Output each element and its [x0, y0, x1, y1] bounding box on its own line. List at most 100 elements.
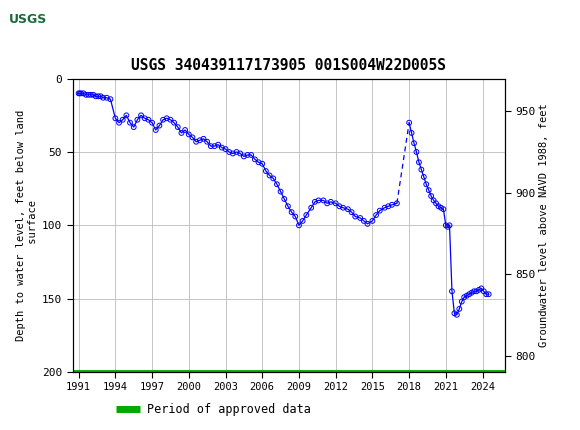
- Point: [155, 122, 164, 129]
- Point: [206, 143, 215, 150]
- Point: [89, 92, 98, 98]
- Point: [457, 298, 466, 305]
- Point: [280, 196, 289, 203]
- Point: [99, 94, 108, 101]
- Point: [343, 206, 353, 212]
- Point: [162, 115, 172, 122]
- Point: [434, 203, 443, 210]
- Point: [232, 149, 241, 156]
- Point: [81, 92, 90, 98]
- Point: [438, 206, 448, 212]
- Point: [106, 96, 115, 103]
- Point: [84, 92, 93, 98]
- Point: [217, 144, 226, 151]
- Point: [261, 168, 270, 175]
- Point: [450, 310, 459, 317]
- Point: [459, 294, 469, 301]
- Point: [144, 116, 153, 123]
- Point: [356, 215, 365, 221]
- Point: [129, 124, 139, 131]
- Point: [302, 212, 311, 218]
- Point: [114, 119, 124, 126]
- Point: [380, 204, 389, 211]
- Point: [462, 292, 472, 299]
- Point: [210, 143, 219, 150]
- Point: [151, 126, 161, 133]
- Point: [294, 222, 303, 229]
- Bar: [3, 3, 55, 37]
- Point: [477, 285, 486, 292]
- Point: [359, 218, 368, 224]
- Point: [250, 156, 259, 163]
- Point: [484, 291, 494, 298]
- Point: [310, 198, 320, 205]
- Point: [91, 93, 100, 100]
- Point: [283, 203, 292, 210]
- Point: [118, 116, 128, 123]
- Point: [404, 119, 414, 126]
- Point: [86, 92, 96, 98]
- Point: [239, 153, 248, 160]
- Point: [409, 140, 419, 147]
- Point: [452, 311, 462, 318]
- Point: [443, 223, 452, 230]
- Point: [368, 218, 377, 224]
- Point: [77, 90, 86, 97]
- Point: [416, 166, 426, 173]
- Point: [276, 188, 285, 195]
- Point: [169, 119, 179, 126]
- Point: [472, 288, 481, 295]
- Point: [191, 138, 201, 145]
- Point: [173, 124, 183, 131]
- Point: [93, 93, 103, 100]
- Point: [314, 197, 323, 204]
- Point: [479, 288, 488, 295]
- Title: USGS 340439117173905 001S004W22D005S: USGS 340439117173905 001S004W22D005S: [131, 58, 446, 74]
- Point: [75, 90, 85, 97]
- Point: [166, 116, 175, 123]
- Point: [414, 159, 423, 166]
- Point: [469, 288, 478, 295]
- Point: [407, 129, 416, 136]
- Point: [436, 204, 445, 211]
- Point: [147, 119, 157, 126]
- Text: USGS: USGS: [9, 13, 47, 27]
- Point: [307, 204, 316, 211]
- Point: [392, 200, 401, 207]
- Point: [447, 288, 456, 295]
- Point: [224, 149, 234, 156]
- Point: [387, 201, 397, 208]
- Y-axis label: Depth to water level, feet below land
 surface: Depth to water level, feet below land su…: [16, 110, 38, 341]
- Point: [465, 291, 474, 298]
- Point: [158, 116, 168, 123]
- Point: [481, 291, 491, 298]
- Point: [140, 115, 150, 122]
- Point: [125, 119, 135, 126]
- Point: [96, 93, 106, 100]
- Point: [122, 112, 131, 119]
- Y-axis label: Groundwater level above NAVD 1988, feet: Groundwater level above NAVD 1988, feet: [539, 104, 549, 347]
- Point: [371, 212, 380, 218]
- Point: [291, 213, 300, 220]
- Point: [79, 90, 88, 97]
- Point: [455, 305, 464, 312]
- Point: [202, 138, 212, 145]
- Point: [347, 209, 356, 215]
- Point: [474, 286, 484, 293]
- Point: [195, 137, 204, 144]
- Point: [419, 173, 429, 180]
- Point: [265, 172, 274, 179]
- Point: [375, 207, 385, 214]
- Point: [102, 94, 111, 101]
- Point: [322, 200, 332, 207]
- Point: [243, 151, 252, 158]
- Point: [432, 200, 441, 207]
- Point: [287, 209, 296, 215]
- Point: [422, 181, 431, 188]
- Point: [298, 218, 307, 224]
- Point: [177, 129, 186, 136]
- Point: [228, 150, 237, 157]
- Point: [188, 134, 197, 141]
- Text: ≈USGS: ≈USGS: [5, 13, 59, 27]
- Point: [254, 159, 263, 166]
